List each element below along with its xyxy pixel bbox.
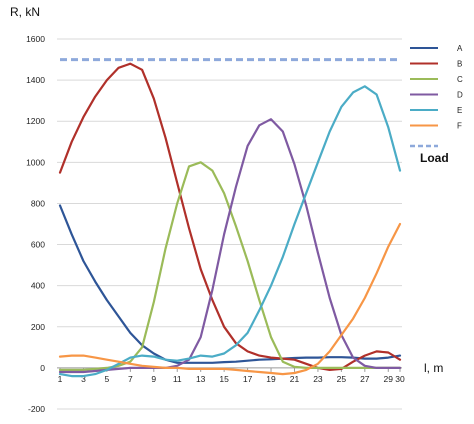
legend-label-load: Load	[420, 151, 449, 165]
x-tick-label: 11	[173, 374, 182, 384]
x-tick-label: 17	[243, 374, 253, 384]
x-axis-title: l, m	[424, 361, 443, 375]
x-tick-label: 9	[151, 374, 156, 384]
y-tick-label: 600	[31, 240, 45, 250]
x-tick-label: 23	[313, 374, 323, 384]
y-tick-label: 800	[31, 198, 45, 208]
legend-label-f: F	[457, 122, 462, 131]
x-tick-label: 29	[384, 374, 394, 384]
legend-label-b: B	[457, 60, 462, 69]
series-line-c	[58, 161, 402, 371]
x-tick-label: 7	[128, 374, 133, 384]
x-tick-label: 27	[360, 374, 370, 384]
series-lines	[58, 58, 402, 378]
x-tick-label: 19	[266, 374, 276, 384]
x-tick-label: 5	[105, 374, 110, 384]
gridlines	[57, 38, 402, 410]
y-tick-label: 0	[40, 363, 45, 373]
x-tick-label: 1	[58, 374, 63, 384]
legend-label-c: C	[457, 75, 463, 84]
legend-label-e: E	[457, 106, 462, 115]
series-line-a	[58, 204, 402, 364]
y-tick-label: 1600	[26, 34, 45, 44]
x-tick-label: 25	[337, 374, 347, 384]
series-line-d	[58, 118, 402, 374]
y-tick-label: 200	[31, 322, 45, 332]
y-axis-title: R, kN	[10, 5, 40, 19]
legend-label-d: D	[457, 91, 463, 100]
y-tick-label: 1000	[26, 157, 45, 167]
y-tick-label: 400	[31, 281, 45, 291]
y-tick-label: -200	[28, 404, 45, 414]
x-tick-label: 3	[81, 374, 86, 384]
x-tick-label: 30	[395, 374, 405, 384]
series-line-e	[58, 85, 402, 378]
legend-label-a: A	[457, 44, 463, 53]
x-tick-label: 21	[290, 374, 300, 384]
y-tick-label: 1400	[26, 75, 45, 85]
series-line-f	[58, 222, 402, 376]
x-tick-label: 15	[219, 374, 229, 384]
x-tick-label: 13	[196, 374, 206, 384]
y-tick-label: 1200	[26, 116, 45, 126]
